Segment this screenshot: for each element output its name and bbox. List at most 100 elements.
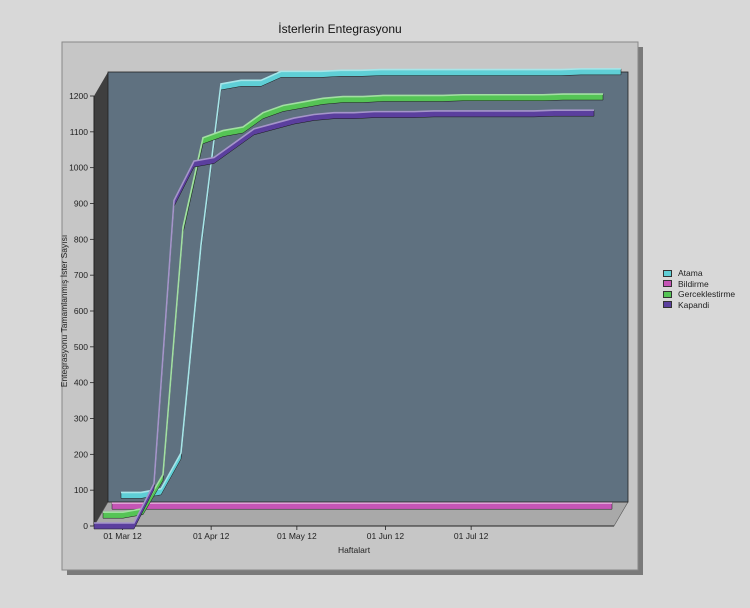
data-point [262, 115, 264, 117]
data-point [542, 97, 544, 99]
data-point [400, 72, 402, 74]
data-point [462, 97, 464, 99]
data-point [511, 505, 513, 507]
data-point [271, 505, 273, 507]
data-point [471, 505, 473, 507]
data-point [113, 525, 115, 527]
data-point [491, 505, 493, 507]
data-point [280, 74, 282, 76]
y-tick-label: 100 [74, 485, 88, 495]
data-point [102, 514, 104, 516]
data-point [551, 505, 553, 507]
y-tick-label: 500 [74, 342, 88, 352]
data-point [300, 74, 302, 76]
series-highlight-atama [121, 68, 621, 494]
plot-background [107, 71, 629, 503]
data-point [231, 505, 233, 507]
data-point [140, 495, 142, 497]
y-tick-label: 400 [74, 378, 88, 388]
data-point [331, 505, 333, 507]
data-point [611, 505, 613, 507]
y-tick-label: 600 [74, 306, 88, 316]
data-point [391, 505, 393, 507]
data-point [562, 96, 564, 98]
data-point [411, 505, 413, 507]
series-highlight-gerceklestirme [103, 93, 603, 514]
data-point [320, 74, 322, 76]
data-point [473, 113, 475, 115]
data-point [540, 72, 542, 74]
series-highlight-kapandi [94, 109, 594, 524]
data-point [222, 133, 224, 135]
y-tick-label: 0 [83, 521, 88, 531]
data-point [460, 72, 462, 74]
data-point [453, 113, 455, 115]
data-point [291, 505, 293, 507]
data-point [302, 104, 304, 106]
data-point [120, 495, 122, 497]
data-point [573, 112, 575, 114]
data-point [553, 112, 555, 114]
data-point [371, 505, 373, 507]
data-point [533, 113, 535, 115]
data-point [211, 505, 213, 507]
legend-label: Gerceklestirme [678, 289, 736, 299]
data-point [260, 83, 262, 85]
data-point [440, 72, 442, 74]
data-point [151, 505, 153, 507]
y-tick-label: 800 [74, 234, 88, 244]
data-point [122, 514, 124, 516]
x-tick-label: 01 Apr 12 [193, 531, 230, 541]
x-tick-label: 01 Jun 12 [367, 531, 405, 541]
y-tick-label: 200 [74, 449, 88, 459]
data-point [580, 71, 582, 73]
data-point [340, 73, 342, 75]
legend-swatch [663, 280, 672, 288]
data-point [220, 86, 222, 88]
data-point [451, 505, 453, 507]
data-point [422, 98, 424, 100]
data-point [593, 112, 595, 114]
y-tick-label: 700 [74, 270, 88, 280]
data-point [182, 230, 184, 232]
legend-swatch [663, 301, 672, 309]
data-point [482, 97, 484, 99]
data-point [253, 131, 255, 133]
data-point [362, 99, 364, 101]
data-point [600, 71, 602, 73]
data-point [342, 99, 344, 101]
data-point [520, 72, 522, 74]
data-point [233, 145, 235, 147]
data-point [191, 505, 193, 507]
legend-label: Kapandi [678, 299, 710, 310]
data-point [173, 203, 175, 205]
left-wall [94, 72, 108, 526]
data-point [513, 113, 515, 115]
data-point [153, 486, 155, 488]
data-point [373, 114, 375, 116]
y-axis-title: Entegrasyonu Tamamlanmış İster Sayısı [59, 235, 69, 387]
data-point [293, 120, 295, 122]
chart-title: İsterlerin Entegrasyonu [278, 22, 402, 36]
data-point [502, 97, 504, 99]
x-tick-label: 01 May 12 [277, 531, 317, 541]
data-point [620, 71, 622, 73]
data-point [333, 115, 335, 117]
data-point [111, 505, 113, 507]
data-point [493, 113, 495, 115]
data-point [360, 73, 362, 75]
data-point [353, 115, 355, 117]
data-point [242, 129, 244, 131]
data-point [393, 114, 395, 116]
y-tick-label: 1000 [69, 163, 88, 173]
data-point [500, 72, 502, 74]
data-point [202, 140, 204, 142]
y-tick-label: 300 [74, 414, 88, 424]
data-point [480, 72, 482, 74]
data-point [322, 101, 324, 103]
y-tick-label: 1100 [70, 127, 89, 137]
data-point [402, 98, 404, 100]
data-point [433, 113, 435, 115]
data-point [431, 505, 433, 507]
